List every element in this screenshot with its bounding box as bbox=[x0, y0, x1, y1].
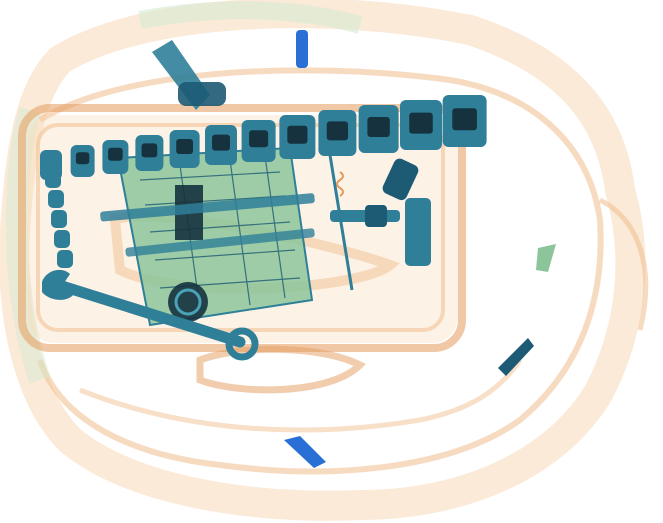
backpack-outline bbox=[0, 0, 649, 521]
board-rail-2 bbox=[125, 228, 315, 257]
right-tools bbox=[328, 154, 431, 291]
ratchet-head bbox=[178, 82, 226, 106]
wrench bbox=[42, 269, 259, 361]
socket-bore bbox=[176, 139, 193, 154]
extension-knob bbox=[365, 205, 387, 227]
socket-bore bbox=[452, 108, 477, 131]
board-rail bbox=[100, 193, 315, 222]
socket-bore bbox=[75, 152, 90, 165]
stack-socket bbox=[45, 170, 61, 188]
stack-socket bbox=[54, 230, 70, 248]
zipper-bottom bbox=[284, 436, 326, 468]
socket-row bbox=[40, 95, 487, 180]
board-motor-ring bbox=[174, 288, 202, 316]
backpack-top-handle bbox=[138, 1, 363, 34]
zipper-top bbox=[296, 30, 308, 68]
socket-right-tall bbox=[405, 198, 431, 266]
socket-stack-left bbox=[42, 150, 73, 268]
thin-rod bbox=[328, 154, 354, 291]
stack-socket bbox=[42, 150, 58, 168]
socket-bore bbox=[367, 117, 390, 137]
wrench-shaft bbox=[56, 280, 246, 348]
wrench-ring-end bbox=[225, 327, 259, 361]
wrench-open-end bbox=[42, 269, 74, 300]
zipper-right bbox=[536, 244, 556, 272]
spring bbox=[336, 171, 344, 197]
backpack-strap-right bbox=[598, 197, 649, 331]
zipper-pull bbox=[284, 30, 556, 468]
stack-socket bbox=[57, 250, 73, 268]
socket-bore bbox=[249, 130, 269, 148]
socket-bore bbox=[212, 134, 230, 151]
backpack-lower-panel bbox=[79, 358, 523, 433]
zipper-right-lower bbox=[498, 338, 534, 376]
circuit-board bbox=[100, 146, 315, 327]
socket-bore bbox=[326, 121, 349, 141]
socket-bore bbox=[409, 112, 433, 134]
socket-bore bbox=[141, 143, 158, 158]
board-motor bbox=[168, 282, 208, 322]
socket-bore bbox=[287, 125, 308, 144]
backpack-fold bbox=[37, 67, 604, 475]
stack-socket bbox=[48, 190, 64, 208]
socket-right-angled bbox=[382, 158, 419, 201]
ratchet-handle bbox=[152, 40, 226, 110]
socket-bore bbox=[108, 147, 123, 161]
stack-socket bbox=[51, 210, 67, 228]
